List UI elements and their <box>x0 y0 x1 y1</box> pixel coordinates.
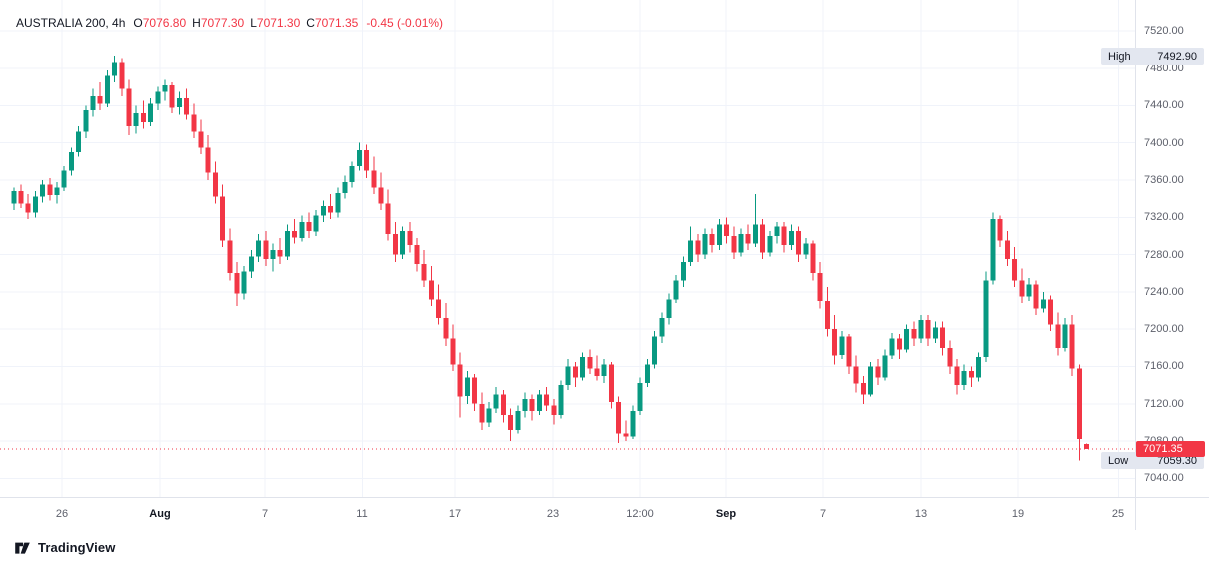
price-axis-label: 7080.00 <box>1144 435 1184 447</box>
price-axis-label: 7440.00 <box>1144 99 1184 111</box>
ohlc-values: O7076.80 H7077.30 L7071.30 C7071.35 <box>133 16 358 30</box>
price-axis-label: 7160.00 <box>1144 360 1184 372</box>
time-axis-label: 13 <box>914 508 928 520</box>
tradingview-logo-icon[interactable] <box>14 539 31 556</box>
price-axis-label: 7040.00 <box>1144 472 1184 484</box>
price-axis-label: 7240.00 <box>1144 286 1184 298</box>
price-axis-label: 7280.00 <box>1144 249 1184 261</box>
ohlc-key: C <box>306 16 315 30</box>
time-axis-label: 25 <box>1111 508 1125 520</box>
ohlc-pair: H7077.30 <box>192 16 244 30</box>
axis-corner-divider <box>1135 498 1136 530</box>
price-axis-label: 7200.00 <box>1144 323 1184 335</box>
time-axis-label: Aug <box>149 508 171 520</box>
chart-plot[interactable] <box>0 0 1135 497</box>
ohlc-pair: C7071.35 <box>306 16 358 30</box>
symbol-title[interactable]: AUSTRALIA 200, 4h <box>16 16 126 30</box>
price-axis-label: 7120.00 <box>1144 398 1184 410</box>
time-axis-label: Sep <box>715 508 737 520</box>
ohlc-value: 7077.30 <box>200 16 245 30</box>
ohlc-key: O <box>133 16 143 30</box>
price-axis-label: 7400.00 <box>1144 137 1184 149</box>
ohlc-key: L <box>250 16 257 30</box>
price-change: -0.45 (-0.01%) <box>366 16 444 30</box>
price-axis-label: 7320.00 <box>1144 211 1184 223</box>
ohlc-pair: O7076.80 <box>133 16 186 30</box>
time-axis-label: 12:00 <box>626 508 654 520</box>
time-scale[interactable]: 26 Aug 7 11 17 23 12:00 Sep 7 13 19 25 <box>0 497 1209 530</box>
symbol-legend: AUSTRALIA 200, 4h O7076.80 H7077.30 L7071.… <box>16 16 443 30</box>
time-axis-label: 19 <box>1011 508 1025 520</box>
tradingview-brand[interactable]: TradingView <box>38 539 116 555</box>
footer: TradingView <box>14 535 115 559</box>
time-axis-label: 23 <box>546 508 560 520</box>
time-axis-label: 17 <box>448 508 462 520</box>
time-axis-label: 7 <box>261 508 269 520</box>
ohlc-value: 7076.80 <box>142 16 187 30</box>
price-axis-label: 7520.00 <box>1144 25 1184 37</box>
ohlc-value: 7071.30 <box>256 16 301 30</box>
price-scale[interactable]: 7520.00 7480.00 7440.00 7400.00 7360.00 7320.… <box>1135 0 1209 497</box>
price-axis-label: 7360.00 <box>1144 174 1184 186</box>
time-axis-label: 7 <box>819 508 827 520</box>
time-axis-label: 26 <box>55 508 69 520</box>
time-axis-label: 11 <box>356 508 368 520</box>
ohlc-pair: L7071.30 <box>250 16 300 30</box>
price-axis-label: 7480.00 <box>1144 62 1184 74</box>
ohlc-value: 7071.35 <box>314 16 359 30</box>
ohlc-key: H <box>192 16 201 30</box>
